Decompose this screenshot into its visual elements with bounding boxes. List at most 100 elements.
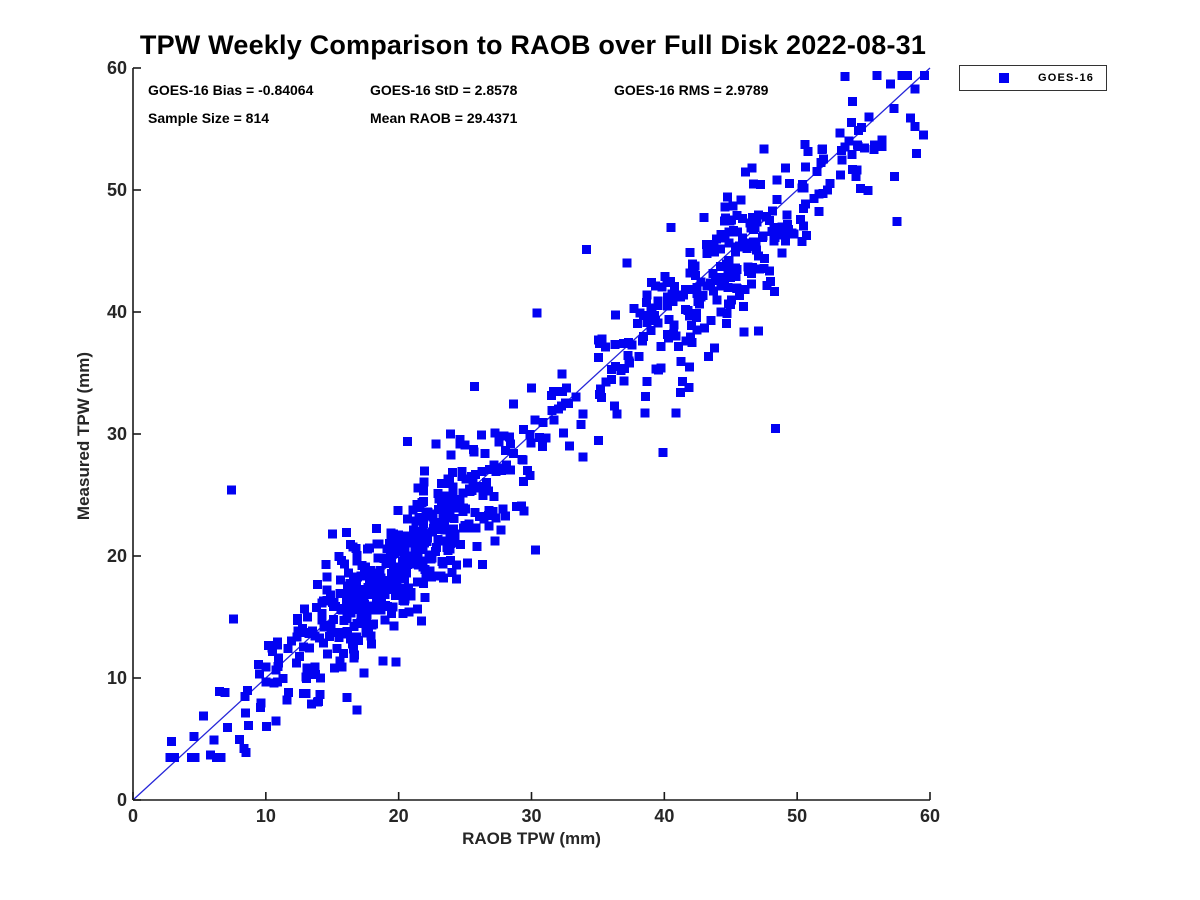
scatter-point — [346, 608, 356, 618]
scatter-point — [365, 576, 375, 586]
scatter-point — [593, 436, 603, 446]
scatter-point — [491, 513, 501, 523]
scatter-point — [670, 281, 680, 291]
scatter-point — [787, 228, 797, 238]
scatter-point — [709, 343, 719, 353]
scatter-point — [416, 616, 426, 626]
scatter-point — [641, 298, 651, 308]
scatter-point — [772, 195, 782, 205]
scatter-point — [368, 601, 378, 611]
scatter-point — [766, 277, 776, 287]
scatter-point — [676, 357, 686, 367]
scatter-point — [345, 540, 355, 550]
scatter-point — [523, 466, 533, 476]
scatter-point — [390, 536, 400, 546]
scatter-point — [686, 321, 696, 331]
scatter-point — [360, 569, 370, 579]
scatter-point — [685, 311, 695, 321]
scatter-point — [796, 214, 806, 224]
scatter-point — [303, 668, 313, 678]
scatter-point — [688, 259, 698, 269]
scatter-point — [386, 543, 396, 553]
scatter-point — [699, 212, 709, 222]
x-axis-label: RAOB TPW (mm) — [462, 829, 601, 848]
scatter-point — [853, 140, 863, 150]
scatter-point — [189, 732, 199, 742]
scatter-point — [229, 614, 239, 624]
scatter-point — [729, 225, 739, 235]
scatter-point — [446, 429, 456, 439]
x-tick-label: 40 — [654, 806, 675, 826]
scatter-point — [685, 247, 695, 257]
scatter-point — [322, 572, 332, 582]
scatter-point — [525, 429, 535, 439]
scatter-point — [317, 598, 327, 608]
scatter-point — [918, 130, 928, 140]
scatter-point — [390, 549, 400, 559]
scatter-point — [863, 185, 873, 195]
scatter-point — [439, 573, 449, 583]
scatter-point — [400, 543, 410, 553]
scatter-point — [478, 560, 488, 570]
scatter-point — [716, 281, 726, 291]
scatter-point — [817, 144, 827, 154]
scatter-point — [357, 594, 367, 604]
scatter-point — [777, 222, 787, 232]
scatter-point — [415, 512, 425, 522]
scatter-point — [267, 643, 277, 653]
scatter-point — [293, 626, 303, 636]
scatter-point — [610, 340, 620, 350]
scatter-point — [373, 553, 383, 563]
scatter-point — [642, 290, 652, 300]
scatter-point — [840, 142, 850, 152]
scatter-point — [419, 466, 429, 476]
stat-bias: GOES-16 Bias = -0.84064 — [148, 82, 314, 98]
scatter-point — [408, 525, 418, 535]
scatter-point — [671, 408, 681, 418]
scatter-point — [446, 450, 456, 460]
scatter-point — [690, 271, 700, 281]
scatter-point — [440, 519, 450, 529]
scatter-point — [754, 326, 764, 336]
scatter-point — [698, 291, 708, 301]
scatter-point — [565, 441, 575, 451]
scatter-point — [642, 377, 652, 387]
scatter-point — [910, 84, 920, 94]
scatter-point — [610, 401, 620, 411]
scatter-point — [725, 216, 735, 226]
scatter-point — [243, 721, 253, 731]
scatter-point — [601, 377, 611, 387]
scatter-point — [452, 560, 462, 570]
scatter-point — [701, 239, 711, 249]
scatter-point — [662, 292, 672, 302]
scatter-point — [844, 136, 854, 146]
scatter-point — [342, 594, 352, 604]
scatter-point — [799, 221, 809, 231]
scatter-point — [740, 167, 750, 177]
scatter-point — [518, 425, 528, 435]
scatter-point — [321, 559, 331, 569]
scatter-point — [243, 685, 253, 695]
scatter-point — [738, 301, 748, 311]
scatter-point — [751, 241, 761, 251]
scatter-point — [190, 752, 200, 762]
scatter-point — [241, 747, 251, 757]
scatter-point — [683, 306, 693, 316]
scatter-point — [282, 695, 292, 705]
scatter-point — [315, 689, 325, 699]
scatter-point — [460, 520, 470, 530]
scatter-point — [449, 514, 459, 524]
scatter-point — [398, 608, 408, 618]
y-tick-label: 0 — [116, 790, 127, 810]
scatter-point — [434, 518, 444, 528]
scatter-point — [629, 304, 639, 314]
scatter-point — [434, 491, 444, 501]
scatter-point — [702, 281, 712, 291]
scatter-point — [419, 538, 429, 548]
scatter-point — [561, 383, 571, 393]
scatter-point — [362, 585, 372, 595]
scatter-point — [226, 485, 236, 495]
scatter-point — [623, 350, 633, 360]
scatter-point — [470, 483, 480, 493]
scatter-point — [430, 546, 440, 556]
